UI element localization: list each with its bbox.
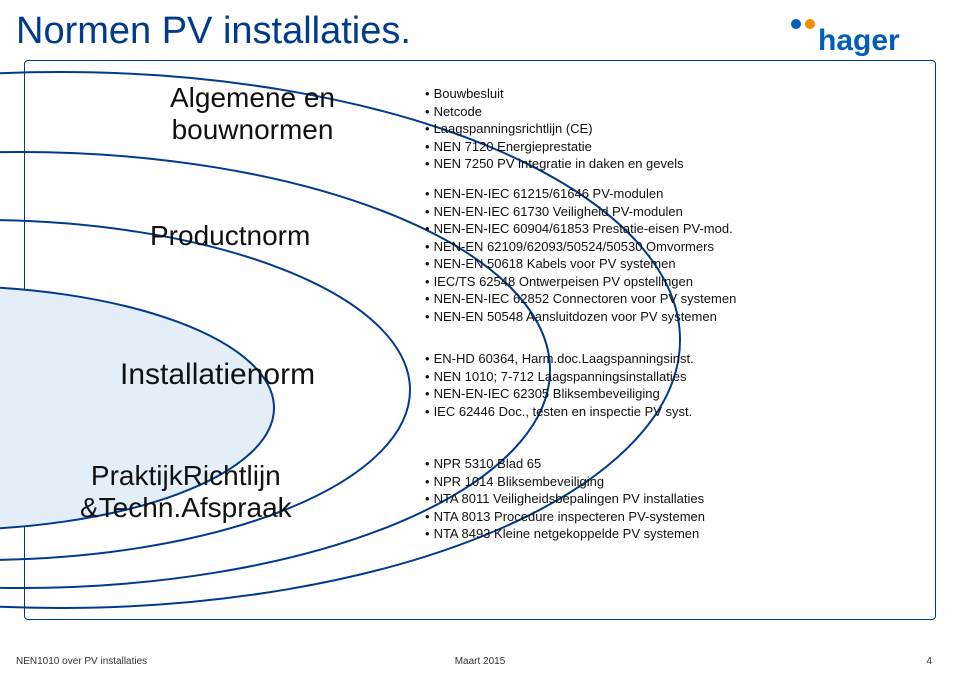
footer-center: Maart 2015	[455, 656, 506, 667]
list-item: NEN-EN-IEC 61730 Veiligheid PV-modulen	[425, 203, 920, 221]
list-item: NEN-EN-IEC 62852 Connectoren voor PV sys…	[425, 290, 920, 308]
list-item: NPR 1014 Bliksembeveiliging	[425, 473, 920, 491]
list-item: IEC 62446 Doc., testen en inspectie PV s…	[425, 403, 920, 421]
footer-page-number: 4	[926, 656, 932, 667]
category-label: Productnorm	[150, 220, 310, 252]
category-items: NEN-EN-IEC 61215/61646 PV-modulenNEN-EN-…	[425, 185, 920, 325]
list-item: NEN-EN 50618 Kabels voor PV systemen	[425, 255, 920, 273]
category-label: PraktijkRichtlijn &Techn.Afspraak	[80, 460, 292, 524]
list-item: NTA 8011 Veiligheidsbepalingen PV instal…	[425, 490, 920, 508]
brand-logo: hager	[786, 14, 936, 58]
list-item: NEN-EN-IEC 62305 Bliksembeveiliging	[425, 385, 920, 403]
list-item: NPR 5310 Blad 65	[425, 455, 920, 473]
list-item: NEN 1010; 7-712 Laagspanningsinstallatie…	[425, 368, 920, 386]
list-item: NEN-EN-IEC 60904/61853 Prestatie-eisen P…	[425, 220, 920, 238]
category-label: Installatienorm	[120, 358, 315, 392]
list-item: NEN 7120 Energieprestatie	[425, 138, 920, 156]
category-items: EN-HD 60364, Harm.doc.Laagspanningsinst.…	[425, 350, 920, 420]
list-item: NEN 7250 PV integratie in daken en gevel…	[425, 155, 920, 173]
list-item: NTA 8013 Procedure inspecteren PV-system…	[425, 508, 920, 526]
footer-left: NEN1010 over PV installaties	[16, 656, 147, 667]
list-item: IEC/TS 62548 Ontwerpeisen PV opstellinge…	[425, 273, 920, 291]
list-item: NTA 8493 Kleine netgekoppelde PV systeme…	[425, 525, 920, 543]
category-items: NPR 5310 Blad 65NPR 1014 Bliksembeveilig…	[425, 455, 920, 543]
list-item: EN-HD 60364, Harm.doc.Laagspanningsinst.	[425, 350, 920, 368]
category-items: BouwbesluitNetcodeLaagspanningsrichtlijn…	[425, 85, 920, 173]
list-item: NEN-EN 62109/62093/50524/50530 Omvormers	[425, 238, 920, 256]
svg-text:hager: hager	[818, 24, 900, 57]
category-label: Algemene en bouwnormen	[170, 82, 335, 146]
list-item: NEN-EN 50548 Aansluitdozen voor PV syste…	[425, 308, 920, 326]
page-title: Normen PV installaties.	[16, 10, 411, 53]
list-item: Netcode	[425, 103, 920, 121]
list-item: Laagspanningsrichtlijn (CE)	[425, 120, 920, 138]
list-item: Bouwbesluit	[425, 85, 920, 103]
list-item: NEN-EN-IEC 61215/61646 PV-modulen	[425, 185, 920, 203]
